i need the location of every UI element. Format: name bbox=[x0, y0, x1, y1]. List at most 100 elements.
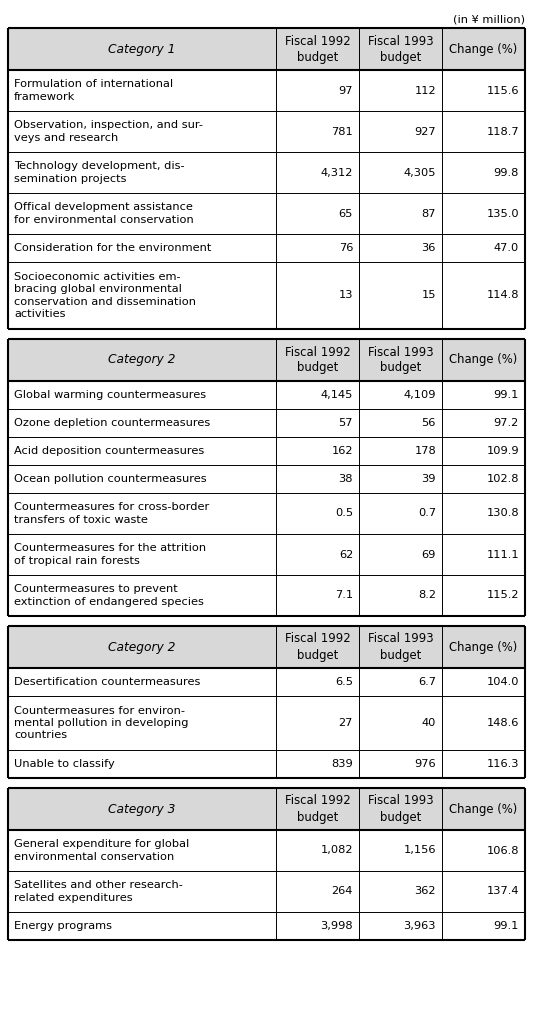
Text: 111.1: 111.1 bbox=[486, 549, 519, 559]
Text: 7.1: 7.1 bbox=[335, 590, 353, 600]
Text: Category 2: Category 2 bbox=[108, 354, 175, 367]
Text: Change (%): Change (%) bbox=[449, 641, 517, 653]
Text: 362: 362 bbox=[414, 887, 436, 897]
Text: 62: 62 bbox=[339, 549, 353, 559]
Text: Countermeasures for environ-
mental pollution in developing
countries: Countermeasures for environ- mental poll… bbox=[14, 705, 188, 741]
Text: Countermeasures to prevent
extinction of endangered species: Countermeasures to prevent extinction of… bbox=[14, 584, 204, 606]
Text: 4,305: 4,305 bbox=[403, 167, 436, 177]
Bar bbox=[8, 788, 525, 830]
Text: Formulation of international
framework: Formulation of international framework bbox=[14, 79, 173, 102]
Text: 118.7: 118.7 bbox=[486, 126, 519, 137]
Text: Fiscal 1993
budget: Fiscal 1993 budget bbox=[368, 795, 433, 823]
Text: 115.2: 115.2 bbox=[486, 590, 519, 600]
Text: Ocean pollution countermeasures: Ocean pollution countermeasures bbox=[14, 474, 207, 484]
Text: Countermeasures for the attrition
of tropical rain forests: Countermeasures for the attrition of tro… bbox=[14, 543, 206, 566]
Text: 76: 76 bbox=[339, 243, 353, 253]
Text: 162: 162 bbox=[331, 446, 353, 455]
Text: 130.8: 130.8 bbox=[486, 508, 519, 519]
Text: Fiscal 1992
budget: Fiscal 1992 budget bbox=[285, 795, 350, 823]
Text: 102.8: 102.8 bbox=[486, 474, 519, 484]
Text: 1,082: 1,082 bbox=[320, 846, 353, 856]
Text: 137.4: 137.4 bbox=[486, 887, 519, 897]
Text: 114.8: 114.8 bbox=[486, 290, 519, 301]
Text: General expenditure for global
environmental conservation: General expenditure for global environme… bbox=[14, 840, 189, 862]
Text: Fiscal 1993
budget: Fiscal 1993 budget bbox=[368, 35, 433, 63]
Text: Category 2: Category 2 bbox=[108, 641, 175, 653]
Text: Fiscal 1993
budget: Fiscal 1993 budget bbox=[368, 345, 433, 375]
Text: 3,998: 3,998 bbox=[320, 921, 353, 931]
Text: 69: 69 bbox=[422, 549, 436, 559]
Text: 40: 40 bbox=[422, 718, 436, 728]
Text: 65: 65 bbox=[339, 209, 353, 218]
Text: Fiscal 1992
budget: Fiscal 1992 budget bbox=[285, 633, 350, 661]
Text: 839: 839 bbox=[331, 759, 353, 769]
Text: Desertification countermeasures: Desertification countermeasures bbox=[14, 677, 201, 687]
Text: 927: 927 bbox=[414, 126, 436, 137]
Text: 1,156: 1,156 bbox=[403, 846, 436, 856]
Text: Global warming countermeasures: Global warming countermeasures bbox=[14, 390, 206, 400]
Text: 4,109: 4,109 bbox=[403, 390, 436, 400]
Text: 135.0: 135.0 bbox=[486, 209, 519, 218]
Text: 6.7: 6.7 bbox=[418, 677, 436, 687]
Text: 264: 264 bbox=[331, 887, 353, 897]
Bar bbox=[8, 626, 525, 777]
Text: 39: 39 bbox=[422, 474, 436, 484]
Bar bbox=[8, 28, 525, 70]
Text: 109.9: 109.9 bbox=[486, 446, 519, 455]
Text: 178: 178 bbox=[414, 446, 436, 455]
Text: Energy programs: Energy programs bbox=[14, 921, 112, 931]
Text: 112: 112 bbox=[414, 86, 436, 96]
Text: 13: 13 bbox=[339, 290, 353, 301]
Bar bbox=[8, 339, 525, 616]
Text: 8.2: 8.2 bbox=[418, 590, 436, 600]
Text: 4,312: 4,312 bbox=[321, 167, 353, 177]
Text: Offical development assistance
for environmental conservation: Offical development assistance for envir… bbox=[14, 203, 194, 225]
Text: Observation, inspection, and sur-
veys and research: Observation, inspection, and sur- veys a… bbox=[14, 120, 203, 143]
Text: Category 1: Category 1 bbox=[108, 43, 175, 55]
Text: 99.8: 99.8 bbox=[494, 167, 519, 177]
Text: 36: 36 bbox=[422, 243, 436, 253]
Text: 148.6: 148.6 bbox=[487, 718, 519, 728]
Text: 6.5: 6.5 bbox=[335, 677, 353, 687]
Text: 97: 97 bbox=[339, 86, 353, 96]
Text: Change (%): Change (%) bbox=[449, 354, 517, 367]
Text: Fiscal 1992
budget: Fiscal 1992 budget bbox=[285, 345, 350, 375]
Text: 56: 56 bbox=[422, 418, 436, 428]
Text: 781: 781 bbox=[331, 126, 353, 137]
Text: Change (%): Change (%) bbox=[449, 43, 517, 55]
Bar bbox=[8, 28, 525, 329]
Text: 57: 57 bbox=[339, 418, 353, 428]
Text: 0.5: 0.5 bbox=[335, 508, 353, 519]
Text: 0.7: 0.7 bbox=[418, 508, 436, 519]
Text: (in ¥ million): (in ¥ million) bbox=[453, 14, 525, 24]
Text: Fiscal 1992
budget: Fiscal 1992 budget bbox=[285, 35, 350, 63]
Bar bbox=[8, 626, 525, 668]
Text: Change (%): Change (%) bbox=[449, 803, 517, 815]
Text: 15: 15 bbox=[422, 290, 436, 301]
Text: 47.0: 47.0 bbox=[494, 243, 519, 253]
Text: 976: 976 bbox=[414, 759, 436, 769]
Text: Acid deposition countermeasures: Acid deposition countermeasures bbox=[14, 446, 204, 455]
Text: Socioeconomic activities em-
bracing global environmental
conservation and disse: Socioeconomic activities em- bracing glo… bbox=[14, 272, 196, 319]
Text: 106.8: 106.8 bbox=[486, 846, 519, 856]
Text: 27: 27 bbox=[339, 718, 353, 728]
Text: 87: 87 bbox=[422, 209, 436, 218]
Bar bbox=[8, 788, 525, 940]
Text: 104.0: 104.0 bbox=[486, 677, 519, 687]
Bar bbox=[8, 339, 525, 381]
Text: Satellites and other research-
related expenditures: Satellites and other research- related e… bbox=[14, 880, 183, 903]
Text: 99.1: 99.1 bbox=[494, 921, 519, 931]
Text: 3,963: 3,963 bbox=[403, 921, 436, 931]
Text: Unable to classify: Unable to classify bbox=[14, 759, 115, 769]
Text: 97.2: 97.2 bbox=[494, 418, 519, 428]
Text: Technology development, dis-
semination projects: Technology development, dis- semination … bbox=[14, 161, 184, 183]
Text: Fiscal 1993
budget: Fiscal 1993 budget bbox=[368, 633, 433, 661]
Text: Category 3: Category 3 bbox=[108, 803, 175, 815]
Text: Ozone depletion countermeasures: Ozone depletion countermeasures bbox=[14, 418, 210, 428]
Text: Consideration for the environment: Consideration for the environment bbox=[14, 243, 211, 253]
Text: Countermeasures for cross-border
transfers of toxic waste: Countermeasures for cross-border transfe… bbox=[14, 502, 209, 525]
Text: 38: 38 bbox=[339, 474, 353, 484]
Text: 115.6: 115.6 bbox=[486, 86, 519, 96]
Text: 99.1: 99.1 bbox=[494, 390, 519, 400]
Text: 116.3: 116.3 bbox=[486, 759, 519, 769]
